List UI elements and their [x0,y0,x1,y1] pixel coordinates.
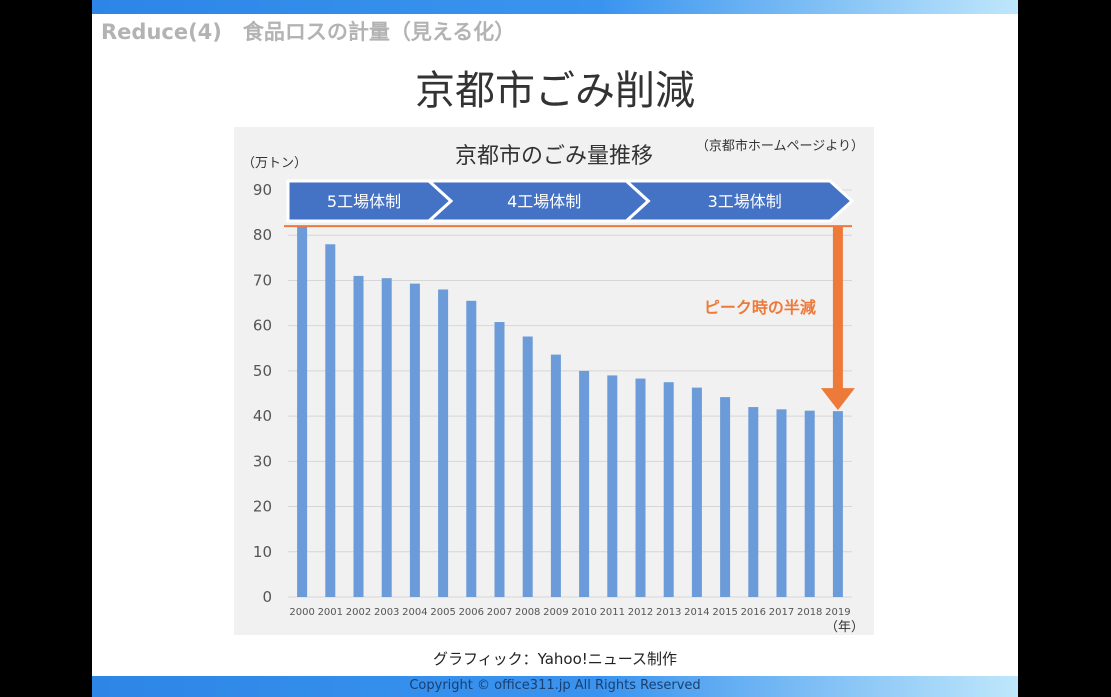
x-tick-label: 2016 [741,607,766,618]
phase-label: 4工場体制 [507,192,581,211]
chart-title: 京都市のごみ量推移 [455,144,653,169]
x-tick-label: 2007 [487,607,512,618]
phase-label: 3工場体制 [708,192,782,211]
bar [607,375,618,597]
x-tick-label: 2011 [600,607,625,618]
chart-panel: 京都市のごみ量推移 （京都市ホームページより） （万トン） （年） 0 10 20 3… [234,127,874,635]
bar [325,244,336,597]
bar [466,300,477,597]
bar [663,382,674,597]
x-axis-label: （年） [825,620,864,635]
y-tick-label: 80 [253,226,272,244]
bar [409,283,420,597]
x-tick-label: 2008 [515,607,540,618]
x-tick-label: 2001 [318,607,343,618]
bar [776,409,787,597]
top-accent-bar [92,0,1018,14]
copyright-text: Copyright © office311.jp All Rights Rese… [409,678,701,693]
bottom-accent-bar [92,676,1018,697]
chart-source: （京都市ホームページより） [696,138,864,154]
y-tick-label: 20 [253,498,272,516]
bar [438,289,449,597]
halving-arrow-shaft [832,226,843,390]
bar [720,397,731,597]
bar [494,322,505,597]
y-tick-label: 0 [262,588,272,606]
x-tick-label: 2014 [684,607,709,618]
annotation-label: ピーク時の半減 [704,298,816,317]
chart-caption: グラフィック：Yahoo!ニュース制作 [432,650,678,668]
y-tick-label: 40 [253,407,272,425]
y-tick-label: 70 [253,271,272,289]
y-tick-label: 90 [253,181,272,199]
bar [522,336,533,597]
section-title: Reduce(4) 食品ロスの計量（見える化） [101,20,516,44]
x-tick-label: 2019 [825,607,850,618]
bar [804,410,815,597]
x-tick-label: 2005 [430,607,455,618]
x-tick-label: 2000 [289,607,314,618]
bar [691,387,702,597]
x-tick-label: 2003 [374,607,399,618]
bar-chart: 京都市のごみ量推移 （京都市ホームページより） （万トン） （年） 0 10 20 3… [242,138,864,635]
bar [832,411,843,597]
halving-arrow-head [820,388,855,411]
phase-banner [622,179,855,223]
x-tick-label: 2012 [628,607,653,618]
phase-label: 5工場体制 [327,192,401,211]
slide-title: 京都市ごみ削減 [415,68,695,114]
x-tick-label: 2006 [459,607,484,618]
x-tick-label: 2018 [797,607,822,618]
slide: Reduce(4) 食品ロスの計量（見える化） 京都市ごみ削減 京都市のごみ量推… [92,0,1018,697]
y-tick-label: 50 [253,362,272,380]
x-tick-label: 2002 [346,607,371,618]
x-tick-label: 2017 [769,607,794,618]
x-tick-label: 2010 [571,607,596,618]
bar [550,354,561,597]
bar [579,370,590,597]
bar [353,275,364,597]
y-axis-label: （万トン） [242,156,307,171]
x-tick-label: 2009 [543,607,568,618]
bar [381,278,392,597]
y-tick-label: 60 [253,317,272,335]
y-tick-label: 10 [253,543,272,561]
bar [297,226,308,597]
bar [748,407,759,597]
y-tick-label: 30 [253,452,272,470]
x-tick-label: 2013 [656,607,681,618]
x-tick-label: 2015 [712,607,737,618]
bar [635,378,646,597]
x-tick-label: 2004 [402,607,427,618]
